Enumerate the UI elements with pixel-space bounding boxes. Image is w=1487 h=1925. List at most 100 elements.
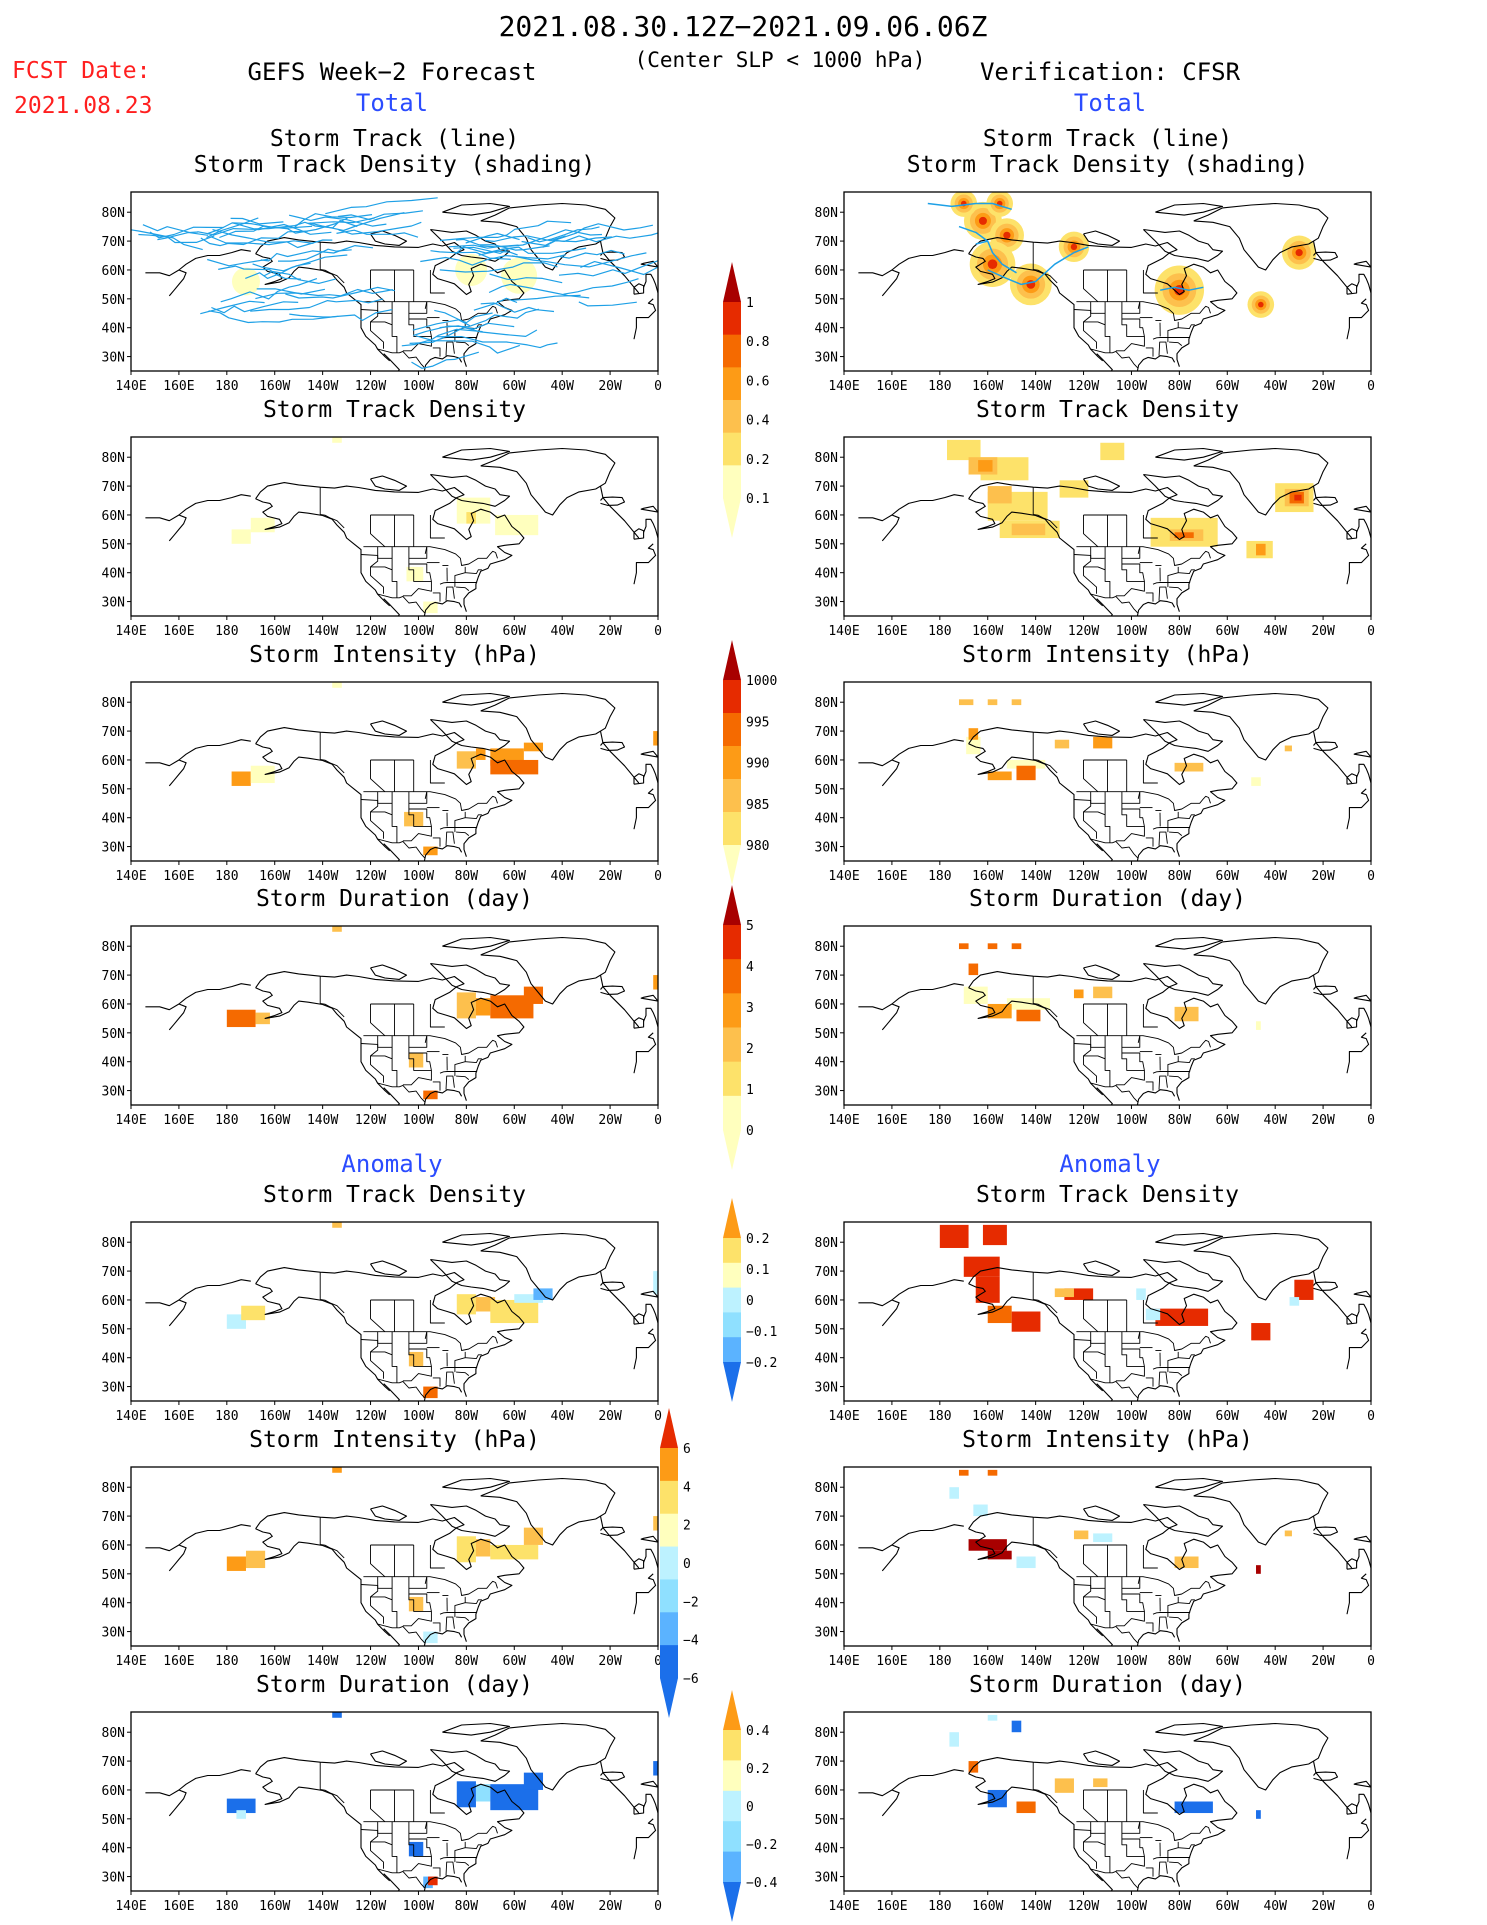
lon-tick-label: 60W: [1216, 379, 1240, 394]
lon-tick-label: 120W: [355, 624, 386, 639]
lat-tick-label: 80N: [102, 940, 125, 955]
colorbar-label: 1: [746, 296, 754, 311]
lon-tick-label: 140E: [115, 624, 146, 639]
map-frame: [130, 925, 659, 1106]
lat-tick-label: 80N: [102, 451, 125, 466]
colorbar-intensity-total: 1000 995 990 985 980: [723, 640, 777, 885]
field-cell: [968, 963, 979, 976]
lon-tick-label: 160E: [876, 624, 907, 639]
field-cell: [456, 992, 476, 1019]
map-frame: [130, 436, 659, 617]
lat-tick-label: 70N: [102, 725, 125, 740]
lat-tick-label: 50N: [102, 293, 125, 308]
field-cell: [1256, 1021, 1261, 1030]
lon-tick-label: 0: [654, 624, 662, 639]
panel-title: Storm Duration (day): [256, 1672, 533, 1698]
lon-tick-label: 140W: [307, 869, 338, 884]
colorbar-label: −6: [683, 1672, 699, 1687]
field-cell: [978, 460, 993, 472]
lon-tick-label: 120W: [355, 1654, 386, 1669]
field-cell: [1054, 1288, 1074, 1298]
field-cell: [490, 759, 539, 775]
colorbar-label: 4: [683, 1480, 691, 1495]
map-panel-l1: Storm Track (line)Storm Track Density (s…: [102, 126, 662, 394]
lon-tick-label: 180: [928, 624, 951, 639]
lon-tick-label: 140E: [115, 869, 146, 884]
field-cell: [236, 1810, 246, 1819]
lon-tick-label: 140E: [115, 1899, 146, 1914]
lon-tick-label: 100W: [1116, 1409, 1147, 1424]
lat-tick-label: 60N: [815, 998, 838, 1013]
lat-tick-label: 60N: [102, 1294, 125, 1309]
lat-tick-label: 30N: [102, 1626, 125, 1641]
lon-tick-label: 120W: [1068, 624, 1099, 639]
lon-tick-label: 0: [654, 379, 662, 394]
lon-tick-label: 20W: [1311, 624, 1335, 639]
lat-tick-label: 60N: [815, 509, 838, 524]
lon-tick-label: 40W: [550, 1899, 574, 1914]
lon-tick-label: 160E: [876, 1409, 907, 1424]
map-frame: [843, 1466, 1372, 1647]
field-cell: [1011, 1720, 1022, 1733]
lat-tick-label: 80N: [815, 1236, 838, 1251]
field-cell: [653, 1516, 658, 1531]
fcst-date-label: FCST Date:: [12, 58, 151, 84]
lon-tick-label: 40W: [550, 1409, 574, 1424]
map-frame: [843, 681, 1372, 862]
lon-tick-label: 0: [654, 1113, 662, 1128]
colorbar-duration-total: 5 4 3 2 1 0: [723, 885, 754, 1170]
panel-title: Storm Intensity (hPa): [962, 1427, 1253, 1453]
lat-tick-label: 60N: [102, 1784, 125, 1799]
lon-tick-label: 120W: [355, 379, 386, 394]
field-cell: [1006, 998, 1051, 1010]
lat-tick-label: 60N: [815, 754, 838, 769]
lon-tick-label: 140W: [1020, 1409, 1051, 1424]
lon-tick-label: 140W: [307, 379, 338, 394]
field-cell: [1284, 745, 1292, 752]
field-cell: [1073, 989, 1084, 999]
field-cell: [1294, 1279, 1314, 1300]
lon-tick-label: 140E: [828, 1409, 859, 1424]
colorbar-label: 1000: [746, 674, 777, 689]
lon-tick-label: 80W: [455, 1654, 479, 1669]
lat-tick-label: 40N: [102, 1597, 125, 1612]
field-cell: [1174, 762, 1204, 772]
field-cell: [523, 1527, 544, 1545]
lat-tick-label: 50N: [102, 538, 125, 553]
lat-tick-label: 30N: [815, 351, 838, 366]
field-cell: [423, 846, 438, 856]
lon-tick-label: 140W: [1020, 869, 1051, 884]
lat-tick-label: 50N: [815, 783, 838, 798]
lon-tick-label: 180: [928, 1113, 951, 1128]
map-panel-l2: Storm Track Density 140E 160E 180 160W 140W 12…: [102, 397, 662, 639]
field-cell: [523, 742, 544, 752]
lon-tick-label: 160W: [259, 869, 290, 884]
lon-tick-label: 120W: [355, 869, 386, 884]
lon-tick-label: 160E: [163, 1409, 194, 1424]
colorbar-label: 6: [683, 1442, 691, 1457]
lon-tick-label: 60W: [1216, 1899, 1240, 1914]
field-cell: [475, 998, 491, 1016]
field-cell: [332, 926, 342, 932]
lat-tick-label: 60N: [815, 1294, 838, 1309]
field-cell: [1011, 699, 1022, 706]
lon-tick-label: 140W: [1020, 379, 1051, 394]
lon-tick-label: 160E: [163, 624, 194, 639]
lon-tick-label: 40W: [1263, 1654, 1287, 1669]
lat-tick-label: 80N: [815, 206, 838, 221]
field-cell: [1093, 1778, 1108, 1788]
lon-tick-label: 20W: [1311, 1899, 1335, 1914]
field-cell: [987, 1714, 998, 1721]
lat-tick-label: 60N: [102, 264, 125, 279]
lon-tick-label: 120W: [1068, 1113, 1099, 1128]
lat-tick-label: 40N: [102, 567, 125, 582]
lon-tick-label: 60W: [1216, 624, 1240, 639]
lat-tick-label: 70N: [815, 1510, 838, 1525]
lat-tick-label: 80N: [102, 696, 125, 711]
lon-tick-label: 160W: [972, 869, 1003, 884]
lon-tick-label: 140E: [115, 1113, 146, 1128]
field-cell: [947, 439, 981, 461]
lat-tick-label: 70N: [815, 235, 838, 250]
colorbar-label: −2: [683, 1595, 699, 1610]
colorbar-density-total: 1 0.8 0.6 0.4 0.2 0.1: [723, 262, 770, 538]
